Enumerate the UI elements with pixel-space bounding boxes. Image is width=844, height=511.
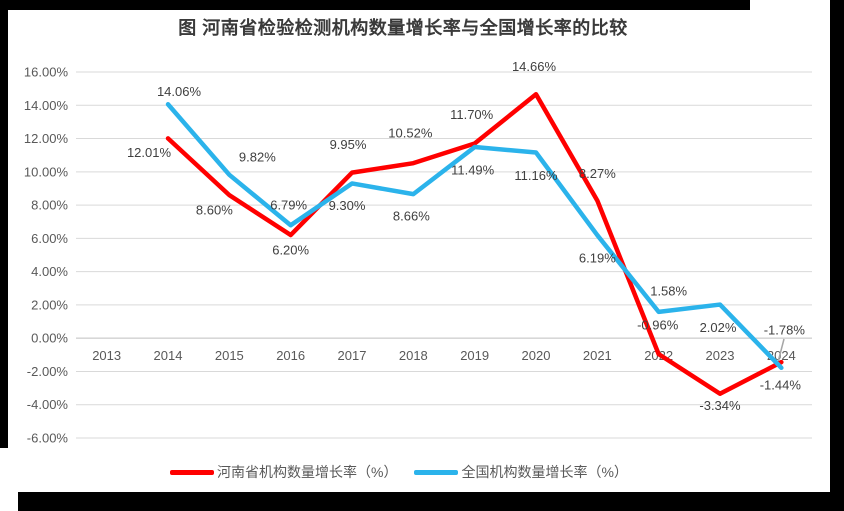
x-category-label: 2023 [706, 348, 735, 363]
y-tick-label: 14.00% [24, 98, 69, 113]
data-label: 8.60% [196, 203, 233, 218]
henan-series-line[interactable] [165, 92, 784, 396]
henan-series-swatch-icon [170, 469, 214, 475]
y-tick-label: 10.00% [24, 164, 69, 179]
y-tick-label: 4.00% [31, 264, 68, 279]
data-label: 10.52% [388, 126, 433, 141]
legend: 河南省机构数量增长率（%） 全国机构数量增长率（%） [170, 462, 628, 482]
x-category-label: 2017 [338, 348, 367, 363]
national-series-swatch-icon [414, 469, 459, 475]
data-labels: 12.01% 8.60% 6.20% 9.95% 10.52% 11.70% 14.66% 8… [127, 59, 805, 413]
y-axis-tick-labels: 16.00% 14.00% 12.00% 10.00% 8.00% 6.00% 4.00% 2… [24, 65, 69, 446]
y-tick-label: -6.00% [27, 431, 69, 446]
data-label: 2.02% [700, 320, 737, 335]
x-category-label: 2015 [215, 348, 244, 363]
data-label: -3.34% [699, 398, 741, 413]
data-label: -1.78% [764, 322, 806, 337]
x-category-label: 2016 [276, 348, 305, 363]
x-category-label: 2014 [154, 348, 183, 363]
data-label: 6.20% [272, 243, 309, 258]
legend-item-henan[interactable]: 河南省机构数量增长率（%） [170, 462, 397, 482]
data-label: 12.01% [127, 145, 172, 160]
data-label: 9.30% [329, 198, 366, 213]
screen-edge-bar-top [0, 0, 750, 10]
data-label: 8.27% [579, 166, 616, 181]
screen-edge-bar-left [0, 0, 8, 448]
y-tick-label: 6.00% [31, 231, 68, 246]
y-tick-label: -4.00% [27, 397, 69, 412]
data-label: 6.19% [579, 251, 616, 266]
y-tick-label: -2.00% [27, 364, 69, 379]
y-tick-label: 2.00% [31, 297, 68, 312]
y-tick-label: 8.00% [31, 198, 68, 213]
data-label: 9.82% [239, 149, 276, 164]
x-category-label: 2018 [399, 348, 428, 363]
x-category-label: 2013 [92, 348, 121, 363]
national-series-line[interactable] [165, 102, 784, 371]
data-label: 9.95% [330, 137, 367, 152]
series-lines [165, 92, 784, 396]
data-label: -1.44% [760, 378, 802, 393]
y-tick-label: 16.00% [24, 65, 69, 80]
data-label: 6.79% [270, 198, 307, 213]
screen-edge-bar-bottom [18, 492, 844, 511]
data-label: 14.66% [512, 59, 557, 74]
screen-edge-bar-right [830, 0, 844, 511]
y-tick-label: 0.00% [31, 331, 68, 346]
legend-item-national[interactable]: 全国机构数量增长率（%） [414, 462, 628, 482]
chart-title: 图 河南省检验检测机构数量增长率与全国增长率的比较 [178, 18, 628, 38]
data-label: -0.96% [637, 318, 679, 333]
x-category-label: 2020 [522, 348, 551, 363]
data-label: 8.66% [393, 209, 430, 224]
data-label: 11.16% [514, 168, 558, 183]
x-axis-category-labels: 2013 2014 2015 2016 2017 2018 2019 2020 2021 2022… [92, 348, 796, 363]
x-category-label: 2019 [460, 348, 489, 363]
data-label: 14.06% [157, 84, 202, 99]
x-category-label: 2021 [583, 348, 612, 363]
legend-label-henan: 河南省机构数量增长率（%） [217, 464, 398, 480]
legend-label-national: 全国机构数量增长率（%） [461, 464, 628, 480]
data-label: 11.70% [450, 107, 494, 122]
data-label: 11.49% [451, 163, 495, 178]
y-tick-label: 12.00% [24, 131, 69, 146]
data-label: 1.58% [650, 283, 687, 298]
